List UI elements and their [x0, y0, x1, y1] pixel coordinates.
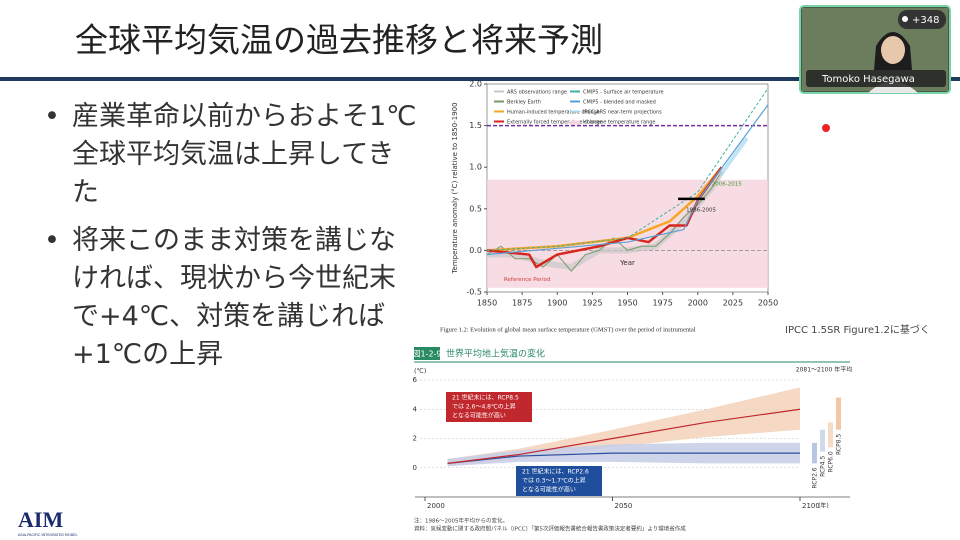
y-tick-label: 1.0	[469, 163, 482, 172]
bullet-list: 産業革命以前からおよそ1℃全球平均気温は上昇してきた 将来このまま対策を講じなけ…	[40, 98, 420, 384]
x-tick-label: 1875	[512, 299, 532, 308]
x-unit: (年)	[818, 502, 829, 510]
series-line	[486, 104, 769, 256]
title-rule	[0, 77, 960, 81]
footnote: 注：1986～2005年平均からの変化。	[414, 517, 508, 525]
legend-label: Externally forced temperature change	[507, 120, 602, 126]
y-axis-label: Temperature anomaly (°C) relative to 185…	[451, 102, 459, 274]
series-line	[447, 408, 801, 464]
period-label: 1986-2005	[686, 207, 716, 213]
person-face-inner	[881, 36, 905, 64]
y-tick-label: 6	[413, 376, 418, 384]
range-bar	[828, 422, 833, 448]
legend-swatch	[570, 110, 580, 113]
x-tick-label: 2025	[723, 299, 743, 308]
y-tick-label: 0.0	[469, 246, 482, 255]
x-tick-label: 1975	[652, 299, 672, 308]
bullet: 産業革命以前からおよそ1℃全球平均気温は上昇してきた	[40, 98, 420, 212]
series-line	[486, 87, 769, 251]
y-tick-label: 4	[413, 405, 418, 413]
y-tick-label: 0.5	[469, 204, 482, 213]
legend-swatch	[494, 90, 504, 93]
legend-label: IPCC-AR5 near-term projections	[583, 110, 662, 116]
legend-label: CMIP5 - Surface air temperature	[583, 90, 664, 96]
y-tick-label: 2	[413, 435, 417, 443]
note-blue: では 0.3～1.7℃の上昇	[522, 477, 586, 485]
legend-label: AR5 observations range	[507, 90, 567, 96]
logo: AIM	[18, 507, 63, 532]
bullet: 将来このまま対策を講じなければ、現状から今世紀末で+4℃、対策を講じれば+1℃の…	[40, 222, 420, 374]
logo-subtitle: ASIA-PACIFIC INTEGRATED MODEL	[18, 533, 77, 537]
figure-title: 世界平均地上気温の変化	[446, 348, 545, 360]
note-blue: となる可能性が高い	[522, 486, 576, 494]
annotation: 2006-2015	[712, 181, 742, 187]
series-line	[447, 452, 800, 464]
x-tick-label: 2050	[758, 299, 778, 308]
legend-label: Holocene temperature range	[583, 120, 655, 126]
y-tick-label: 0	[413, 464, 417, 472]
y-tick-label: -0.5	[466, 288, 482, 297]
bar-label: RCP8.5	[836, 434, 843, 455]
figure-caption: Figure 1.2: Evolution of global mean sur…	[440, 326, 696, 333]
footnote: 資料：気候変動に関する政府間パネル（IPCC）「第5次評価報告書統合報告書政策決…	[414, 525, 686, 533]
legend-swatch	[494, 120, 504, 123]
x-tick-label: 1950	[617, 299, 637, 308]
band-fill	[447, 387, 800, 467]
y-tick-label: 1.5	[469, 121, 482, 130]
series-line	[486, 166, 723, 252]
x-axis-label: Year	[619, 259, 635, 267]
x-tick-label: 2000	[427, 502, 445, 510]
x-tick-label: 2100	[802, 502, 820, 510]
note-red: では 2.6～4.8℃の上昇	[452, 403, 516, 411]
figure-label-box	[414, 347, 440, 360]
note-red-box	[446, 392, 532, 422]
bar-label: RCP6.0	[828, 451, 835, 472]
note-blue-box	[516, 466, 602, 496]
legend-label: CMIP5 - blended and masked	[583, 100, 656, 106]
legend-swatch	[570, 90, 580, 93]
figure-source: IPCC 1.5SR Figure1.2に基づく	[785, 323, 930, 336]
legend-swatch	[570, 120, 580, 125]
series-line	[718, 136, 749, 177]
range-bar	[836, 397, 841, 430]
legend-label: Human-induced temperature change	[507, 110, 600, 116]
note-red: となる可能性が高い	[452, 412, 506, 420]
y-tick-label: 2.0	[469, 80, 482, 89]
participants-badge[interactable]	[898, 10, 946, 29]
holocene-band	[487, 179, 768, 288]
legend-swatch	[494, 110, 504, 113]
x-tick-label: 2000	[688, 299, 708, 308]
figure-label: 図1-2-9	[412, 350, 441, 359]
note-red: 21 世紀末には、RCP8.5	[452, 394, 519, 402]
x-tick-label: 2050	[615, 502, 633, 510]
person-icon	[902, 16, 908, 22]
x-tick-label: 1850	[477, 299, 497, 308]
slide-title: 全球平均気温の過去推移と将来予測	[75, 21, 603, 60]
bar-label: RCP2.6	[812, 467, 819, 488]
y-unit: (℃)	[414, 367, 426, 375]
x-tick-label: 1900	[547, 299, 567, 308]
bar-label: RCP4.5	[820, 455, 827, 476]
annotation: Reference Period	[504, 277, 551, 283]
range-bar	[812, 442, 817, 464]
x-tick-label: 1925	[582, 299, 602, 308]
legend-label: Berkley Earth	[507, 100, 541, 106]
band-fill	[447, 442, 800, 467]
name-bar	[806, 70, 946, 87]
participant-name: Tomoko Hasegawa	[821, 74, 915, 85]
pointer	[822, 124, 830, 132]
legend-swatch	[570, 100, 580, 103]
period-label: 2081～2100 年平均	[796, 366, 852, 374]
note-blue: 21 世紀末には、RCP2.6	[522, 468, 589, 476]
range-bar	[820, 429, 825, 452]
participants-count: +348	[912, 15, 939, 26]
legend-swatch	[494, 100, 504, 103]
